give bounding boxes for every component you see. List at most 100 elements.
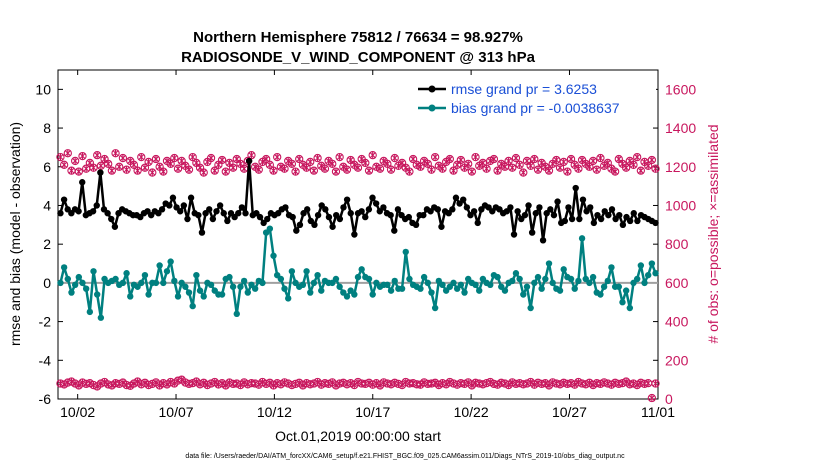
y-tick-label-right: 1400: [665, 120, 696, 136]
obs-possible-marker: [390, 153, 399, 163]
obs-assimilated-marker: [277, 163, 284, 170]
obs-possible-marker: [335, 152, 344, 162]
obs-assimilated-marker: [83, 165, 90, 172]
bias-point: [545, 260, 553, 267]
obs-assimilated-marker: [196, 164, 204, 171]
obs-assimilated-marker: [439, 379, 446, 387]
obs-assimilated-marker: [623, 164, 630, 171]
obs-assimilated-marker: [398, 159, 406, 167]
obs-assimilated-marker: [263, 155, 270, 163]
obs-assimilated-marker: [612, 168, 619, 175]
obs-assimilated-marker: [604, 159, 611, 167]
obs-assimilated-marker: [413, 161, 420, 169]
obs-assimilated-marker: [218, 379, 226, 387]
bias-point: [417, 285, 424, 292]
bias-point: [652, 270, 659, 277]
obs-possible-marker: [588, 156, 598, 166]
bias-point: [626, 304, 634, 312]
obs-assimilated-marker: [637, 379, 644, 386]
bias-point: [641, 279, 648, 287]
x-tick-label: 10/27: [552, 404, 587, 420]
bias-series: [57, 225, 659, 321]
rmse-point: [296, 221, 304, 229]
rmse-point: [325, 213, 333, 221]
obs-possible-marker: [199, 168, 208, 177]
obs-assimilated-marker: [597, 380, 604, 388]
legend-bias-label: bias grand pr = -0.0038637: [451, 100, 620, 116]
bias-point: [200, 293, 207, 300]
obs-assimilated-marker: [152, 155, 160, 163]
obs-assimilated-marker: [321, 165, 329, 172]
obs-possible-marker: [530, 154, 539, 164]
bias-point: [633, 275, 641, 283]
obs-assimilated-marker: [288, 381, 295, 389]
bias-point: [516, 275, 523, 283]
obs-possible-marker: [118, 153, 128, 163]
bias-point: [531, 279, 538, 287]
x-tick-label: 10/22: [454, 404, 489, 420]
obs-possible-marker: [633, 152, 642, 162]
y-tick-label-right: 1200: [665, 159, 696, 175]
bias-point: [310, 279, 318, 287]
obs-assimilated-marker: [446, 378, 453, 386]
obs-assimilated-marker: [156, 163, 163, 170]
obs-possible-marker: [493, 166, 502, 175]
obs-assimilated-marker: [145, 158, 152, 166]
obs-assimilated-marker: [90, 164, 97, 171]
obs-assimilated-marker: [255, 381, 262, 388]
x-tick-label: 10/02: [60, 404, 95, 420]
obs-assimilated-marker: [637, 167, 644, 174]
y-tick-label-right: 1000: [665, 197, 696, 213]
bias-point: [520, 291, 527, 298]
rmse-point: [605, 211, 612, 219]
obs-assimilated-marker: [314, 154, 321, 162]
obs-assimilated-marker: [465, 160, 472, 168]
y-tick-label-left: -2: [39, 314, 52, 330]
obs-assimilated-marker: [296, 379, 303, 386]
obs-possible-marker: [306, 157, 315, 167]
bias-point: [424, 279, 431, 287]
obs-possible-marker: [59, 160, 69, 169]
obs-assimilated-marker: [634, 381, 641, 389]
obs-assimilated-marker: [211, 167, 218, 174]
obs-assimilated-marker: [564, 168, 571, 175]
obs-assimilated-marker: [512, 154, 520, 162]
obs-assimilated-marker: [204, 381, 211, 389]
obs-assimilated-marker: [597, 154, 604, 162]
obs-assimilated-marker: [531, 381, 538, 388]
rmse-point: [579, 196, 587, 203]
rmse-point: [372, 200, 380, 207]
rmse-point: [365, 206, 373, 213]
obs-possible-marker: [405, 167, 414, 176]
obs-assimilated-marker: [556, 381, 564, 388]
obs-possible-marker: [140, 163, 150, 172]
obs-assimilated-marker: [160, 168, 167, 175]
obs-possible-marker: [622, 163, 631, 172]
bias-point: [608, 264, 615, 271]
obs-assimilated-marker: [586, 163, 593, 170]
rmse-point: [282, 204, 289, 211]
obs-assimilated-marker: [288, 160, 295, 168]
rmse-point: [568, 215, 576, 223]
rmse-point: [405, 213, 412, 221]
obs-assimilated-marker: [303, 379, 310, 387]
obs-assimilated-marker: [241, 379, 248, 386]
rmse-point: [587, 204, 594, 211]
bias-point: [119, 279, 127, 287]
obs-possible-marker: [115, 162, 124, 171]
y-tick-label-left: -6: [39, 391, 52, 407]
bias-point: [472, 281, 479, 289]
obs-assimilated-marker: [472, 153, 479, 161]
obs-assimilated-marker: [376, 165, 384, 172]
legend-rmse-marker: [428, 85, 436, 93]
obs-possible-marker: [592, 165, 601, 174]
obs-assimilated-marker: [501, 163, 509, 170]
obs-assimilated-marker: [127, 382, 134, 390]
obs-possible-marker: [519, 168, 528, 177]
obs-assimilated-marker: [189, 379, 196, 387]
bias-point: [648, 260, 656, 267]
obs-assimilated-marker: [567, 155, 575, 163]
obs-possible-marker: [331, 167, 341, 176]
rmse-point: [169, 194, 177, 201]
obs-assimilated-marker: [575, 378, 582, 386]
